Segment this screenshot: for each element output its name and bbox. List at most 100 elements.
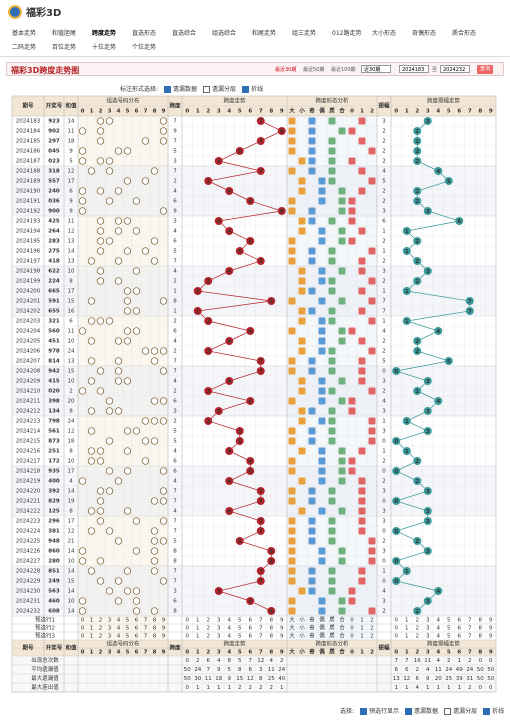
nav-link[interactable]: 012路走势 — [332, 30, 362, 37]
amp-ball — [434, 327, 443, 335]
shape-mark — [288, 257, 296, 265]
title-bar: 福彩3D跨度走势图 最近30期 最近50期 最近100期 近30期 202418… — [6, 62, 504, 76]
nav-link[interactable]: 跨度走势 — [92, 30, 117, 37]
checkbox-option[interactable]: 遗漏分层 — [203, 84, 236, 93]
nav-link[interactable]: 百位走势 — [52, 44, 77, 51]
shape-mark — [308, 357, 316, 365]
sum: 12 — [68, 529, 75, 535]
checkbox-option[interactable]: 折线 — [242, 84, 263, 93]
dist-dot — [150, 167, 159, 175]
separator: 至 — [432, 67, 438, 73]
nav-link[interactable]: 和尾走势 — [252, 30, 277, 37]
checkbox[interactable] — [203, 86, 211, 93]
checkbox[interactable] — [360, 708, 368, 715]
shape-header: 1 — [360, 650, 364, 656]
shape-mark — [328, 527, 336, 535]
digit-header: 3 — [108, 650, 112, 656]
amp-ball — [402, 317, 411, 325]
to-input[interactable]: 2024232 — [440, 65, 470, 73]
group-header: 跨度形态分析 — [315, 640, 349, 648]
stats-value: 2 — [447, 658, 451, 664]
draw-number: 321 — [48, 319, 60, 325]
span-ball — [214, 217, 223, 225]
recent-link[interactable]: 最近30期 — [275, 67, 297, 73]
amp-ball-label: 5 — [447, 359, 451, 365]
shape-mark — [328, 147, 336, 155]
span-ball-label: 6 — [248, 199, 252, 205]
preselect-digit: 9 — [280, 634, 284, 640]
digit-header: 9 — [162, 650, 166, 656]
shape-mark — [308, 517, 316, 525]
dist-dot — [150, 527, 159, 535]
span-ball — [225, 447, 234, 455]
checkbox-option[interactable]: 遗漏数据 — [405, 706, 438, 715]
issue: 2024223 — [16, 519, 41, 525]
from-input[interactable]: 2024183 — [399, 65, 429, 73]
shape-mark — [328, 167, 336, 175]
nav-link[interactable]: 和值胆尾 — [52, 30, 77, 37]
preselect-digit: 7 — [259, 634, 263, 640]
query-button[interactable]: 查询 — [477, 65, 494, 74]
preselect-digit: 1 — [405, 618, 409, 624]
checkbox[interactable] — [483, 708, 491, 715]
draw-number: 814 — [48, 359, 60, 365]
nav-link[interactable]: 二码走势 — [12, 44, 37, 51]
span-ball-label: 7 — [259, 499, 263, 505]
span-ball-label: 6 — [248, 459, 252, 465]
amplitude: 2 — [382, 539, 386, 545]
nav-link[interactable]: 大小形态 — [372, 30, 397, 37]
nav-link[interactable]: 基本走势 — [12, 30, 37, 37]
stats-value: 13 — [393, 676, 400, 682]
nav-link[interactable]: 十位走势 — [92, 44, 117, 51]
amp-ball — [392, 497, 401, 505]
amplitude: 1 — [382, 419, 386, 425]
amp-ball — [413, 277, 422, 285]
dist-dot — [105, 467, 114, 475]
checkbox[interactable] — [242, 86, 250, 93]
sum: 14 — [68, 609, 75, 615]
checkbox[interactable] — [164, 86, 172, 93]
digit-header: 1 — [196, 109, 200, 115]
digit-header: 2 — [206, 650, 210, 656]
amp-ball — [423, 377, 432, 385]
preselect-digit: 0 — [81, 618, 85, 624]
shape-mark — [328, 567, 336, 575]
digit-header: 5 — [126, 650, 130, 656]
nav-link[interactable]: 组选综合 — [212, 30, 237, 37]
recent-link[interactable]: 最近50期 — [303, 67, 325, 73]
recent-link[interactable]: 最近100期 — [331, 67, 356, 73]
issue: 2024224 — [16, 529, 41, 535]
checkbox-option[interactable]: 折线 — [483, 706, 504, 715]
span-ball-label: 4 — [227, 379, 231, 385]
nav-link[interactable]: 组三走势 — [292, 30, 317, 37]
preselect-digit: 2 — [416, 618, 420, 624]
shape-mark — [318, 317, 326, 325]
checkbox[interactable] — [405, 708, 413, 715]
sum: 2 — [69, 389, 73, 395]
span: 8 — [173, 559, 177, 565]
span-ball-label: 5 — [238, 439, 242, 445]
dist-dot — [78, 197, 87, 205]
checkbox[interactable] — [444, 708, 452, 715]
span: 2 — [173, 389, 177, 395]
checkbox-option[interactable]: 预选行显示 — [360, 706, 399, 715]
checkbox-option[interactable]: 遗漏数据 — [164, 84, 197, 93]
checkbox-option[interactable]: 遗漏分层 — [444, 706, 477, 715]
nav-link[interactable]: 奇偶形态 — [412, 30, 437, 37]
nav-link[interactable]: 直选综合 — [172, 30, 197, 37]
period-select[interactable]: 近30期 — [361, 65, 391, 73]
dist-dot — [123, 177, 132, 185]
amp-ball-label: 4 — [436, 399, 440, 405]
nav-link[interactable]: 个位走势 — [132, 44, 157, 51]
amplitude: 0 — [382, 469, 386, 475]
dist-dot — [132, 287, 141, 295]
nav-link[interactable]: 直选形态 — [132, 30, 157, 37]
preselect-digit: 5 — [447, 634, 451, 640]
amp-ball-label: 3 — [426, 549, 430, 555]
shape-mark — [338, 227, 346, 235]
shape-mark — [328, 517, 336, 525]
nav-link[interactable]: 质合形态 — [452, 30, 477, 37]
sum: 10 — [68, 269, 75, 275]
preselect-digit: 8 — [153, 634, 157, 640]
